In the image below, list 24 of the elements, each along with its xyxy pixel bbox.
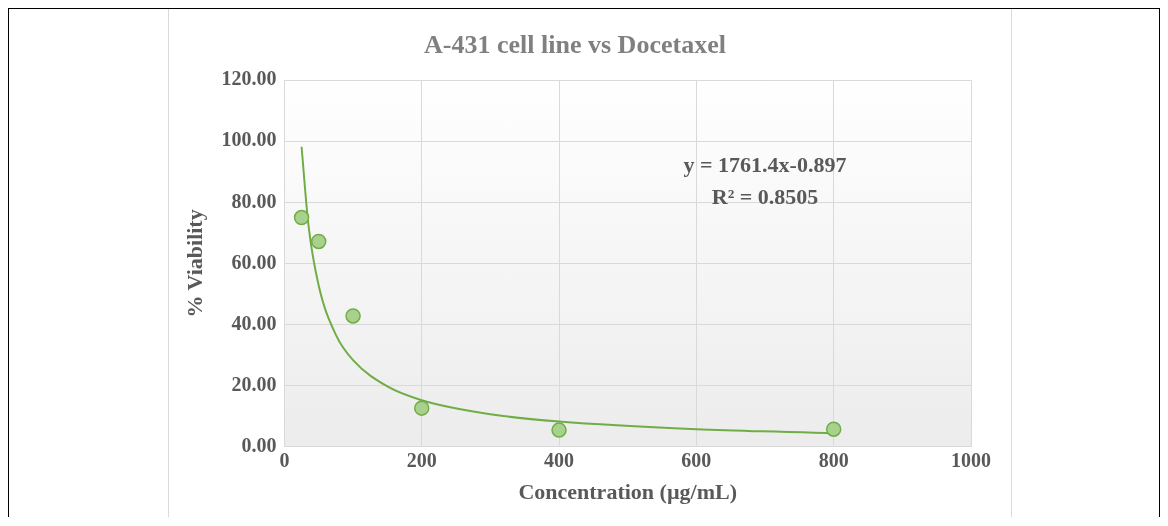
y-tick-label: 80.00 xyxy=(231,189,277,212)
y-tick-label: 120.00 xyxy=(221,67,277,90)
point xyxy=(551,422,567,438)
y-tick-label: 0.00 xyxy=(241,433,277,456)
point xyxy=(293,209,310,226)
x-axis-title: Concentration (µg/mL) xyxy=(518,479,737,505)
point xyxy=(310,233,327,250)
y-tick-label: 60.00 xyxy=(231,250,277,273)
x-tick-label: 800 xyxy=(818,448,849,471)
x-tick-label: 1000 xyxy=(951,448,991,471)
x-tick-label: 600 xyxy=(681,448,712,471)
chart-title: A-431 cell line vs Docetaxel xyxy=(424,30,726,60)
y-axis-title: % Viability xyxy=(181,209,207,318)
x-tick-label: 0 xyxy=(279,448,290,471)
annotation: y = 1761.4x-0.897 xyxy=(683,151,847,177)
x-tick-label: 400 xyxy=(544,448,575,471)
y-tick-label: 100.00 xyxy=(221,128,277,151)
y-tick-label: 20.00 xyxy=(231,372,277,395)
annotation: R² = 0.8505 xyxy=(711,183,819,209)
point xyxy=(345,308,361,324)
point xyxy=(825,421,842,437)
y-tick-label: 40.00 xyxy=(231,311,277,334)
x-tick-label: 200 xyxy=(406,448,437,471)
point xyxy=(413,400,430,416)
